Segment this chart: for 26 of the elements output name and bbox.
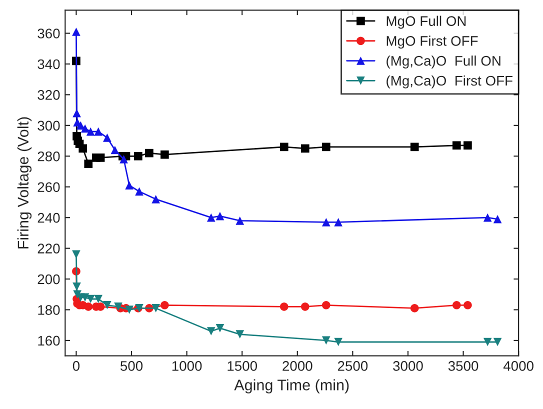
x-tick-label: 3500 [448, 361, 478, 371]
x-tick-label: 3000 [393, 361, 423, 371]
legend-label: (Mg,Ca)O Full ON [386, 56, 500, 69]
y-tick-label: 240 [38, 212, 60, 223]
y-tick-label: 280 [38, 151, 60, 162]
y-tick-label: 320 [38, 90, 60, 100]
legend-label: (Mg,Ca)O First OFF [386, 75, 512, 88]
x-tick-label: 0 [72, 361, 80, 371]
x-tick-label: 500 [120, 361, 143, 371]
x-tick-label: 1000 [172, 361, 202, 371]
y-tick-label: 220 [38, 244, 60, 254]
x-tick-label: 2000 [282, 361, 312, 371]
x-tick-label: 2500 [338, 361, 368, 371]
legend-label: MgO First OFF [386, 36, 478, 49]
y-tick-label: 180 [38, 305, 60, 315]
y-tick-label: 360 [38, 28, 60, 38]
y-tick-label: 300 [38, 120, 60, 131]
x-axis-title: Aging Time (min) [234, 379, 349, 394]
y-tick-label: 160 [38, 336, 60, 346]
y-tick-label: 260 [38, 182, 60, 192]
x-tick-label: 4000 [503, 361, 534, 371]
y-tick-label: 200 [38, 274, 60, 284]
y-axis-title: Firing Voltage (Volt) [17, 117, 32, 248]
legend-label: MgO Full ON [386, 16, 466, 29]
x-tick-label: 1500 [228, 361, 258, 371]
y-tick-label: 340 [38, 59, 60, 70]
